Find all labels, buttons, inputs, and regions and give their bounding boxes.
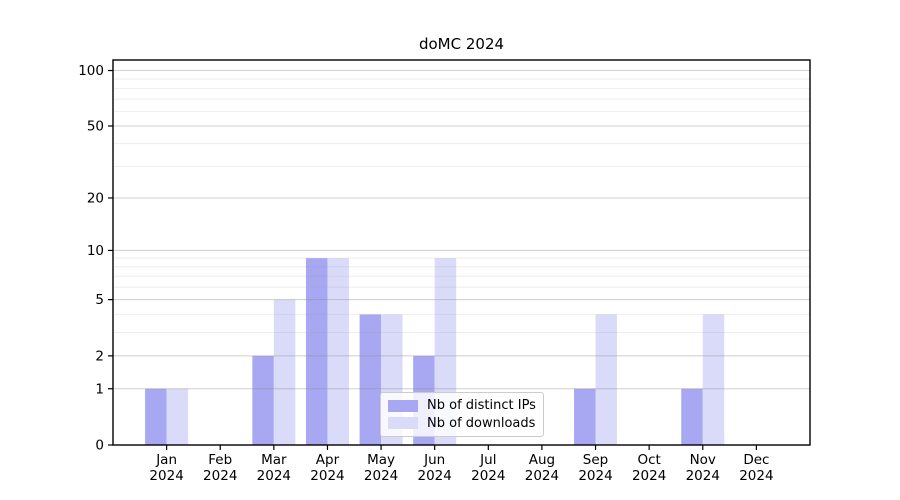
bar-downloads — [166, 388, 189, 445]
x-tick-label: Apr 2024 — [310, 452, 344, 484]
chart-title: doMC 2024 — [418, 35, 505, 53]
x-tick-label: Mar 2024 — [257, 452, 291, 484]
y-tick-label: 1 — [95, 381, 104, 397]
plot-border — [112, 59, 811, 446]
x-tick-label: May 2024 — [364, 452, 398, 484]
bar-downloads — [327, 258, 349, 445]
y-tick-label: 20 — [87, 190, 104, 206]
x-tick-label: Aug 2024 — [525, 452, 559, 484]
bar-downloads — [595, 314, 618, 445]
legend-label-distinct-ips: Nb of distinct IPs — [427, 398, 536, 414]
bar-downloads — [273, 299, 296, 445]
x-tick-label: Sep 2024 — [578, 452, 612, 484]
legend-swatch-downloads — [388, 417, 418, 430]
legend: Nb of distinct IPs Nb of downloads — [380, 392, 544, 437]
legend-item: Nb of downloads — [388, 415, 536, 432]
legend-swatch-distinct-ips — [388, 399, 418, 412]
bar-distinct-ips — [359, 314, 382, 445]
x-tick-label: Feb 2024 — [203, 452, 237, 484]
bar-downloads — [702, 314, 725, 445]
x-tick-label: Oct 2024 — [632, 452, 666, 484]
bar-distinct-ips — [145, 388, 167, 445]
bar-distinct-ips — [305, 258, 328, 445]
x-tick-label: Nov 2024 — [686, 452, 720, 484]
bar-distinct-ips — [252, 355, 274, 445]
y-tick-label: 5 — [95, 292, 104, 308]
bar-distinct-ips — [574, 388, 596, 445]
y-tick-label: 2 — [95, 348, 104, 364]
y-tick-label: 100 — [78, 63, 104, 79]
y-tick-label: 0 — [95, 438, 104, 454]
legend-label-downloads: Nb of downloads — [427, 415, 536, 431]
x-tick-label: Jul 2024 — [471, 452, 505, 484]
bar-distinct-ips — [681, 388, 703, 445]
x-tick-label: Jan 2024 — [149, 452, 183, 484]
legend-item: Nb of distinct IPs — [388, 397, 536, 414]
y-tick-label: 10 — [87, 243, 104, 259]
x-tick-label: Dec 2024 — [739, 452, 773, 484]
y-tick-label: 50 — [87, 118, 104, 134]
x-tick-label: Jun 2024 — [418, 452, 452, 484]
